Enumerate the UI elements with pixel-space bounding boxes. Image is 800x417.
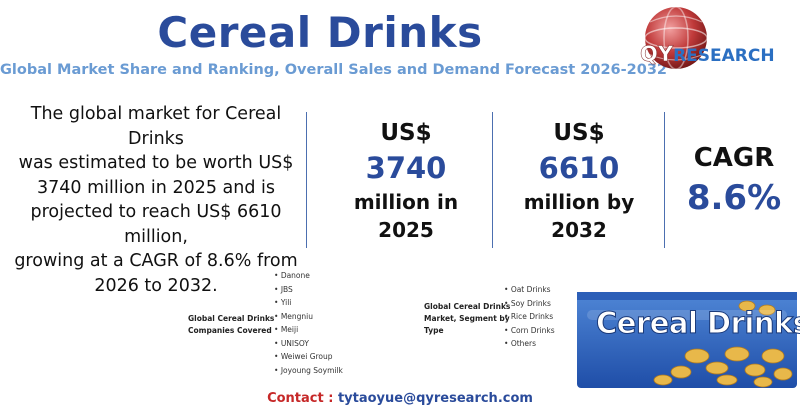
logo-text: QYRESEARCH bbox=[640, 42, 775, 67]
list-item: Meiji bbox=[274, 323, 343, 337]
summary-line: 2026 to 2032. bbox=[94, 275, 218, 296]
segments-label-line: Global Cereal Drinks bbox=[424, 302, 511, 311]
stat-2032: US$ 6610 million by 2032 bbox=[504, 118, 654, 244]
stat-2032-value: 6610 bbox=[538, 151, 620, 185]
list-item: Mengniu bbox=[274, 310, 343, 324]
list-item: Others bbox=[504, 337, 555, 351]
contact-email[interactable]: tytaoyue@qyresearch.com bbox=[337, 391, 533, 406]
stat-cagr-value: 8.6% bbox=[686, 178, 782, 218]
list-item: Danone bbox=[274, 269, 343, 283]
divider-2 bbox=[492, 112, 493, 248]
summary-line: projected to reach US$ 6610 million, bbox=[30, 202, 282, 247]
stat-2025: US$ 3740 million in 2025 bbox=[336, 118, 476, 244]
list-item: Rice Drinks bbox=[504, 310, 555, 324]
summary-line: growing at a CAGR of 8.6% from bbox=[14, 251, 298, 271]
stat-2025-tail2: 2025 bbox=[378, 218, 434, 242]
logo-qy: QY bbox=[640, 42, 674, 67]
contact-label: Contact : bbox=[267, 391, 334, 406]
segments-label-line: Type bbox=[424, 326, 444, 335]
companies-list: Danone JBS Yili Mengniu Meiji UNISOY Wei… bbox=[274, 269, 343, 377]
companies-label-line: Global Cereal Drinks bbox=[188, 314, 275, 323]
stat-2025-value: 3740 bbox=[365, 151, 447, 185]
stat-2032-tail1: million by bbox=[523, 190, 635, 214]
stat-cagr: CAGR 8.6% bbox=[672, 140, 796, 220]
list-item: Corn Drinks bbox=[504, 324, 555, 338]
list-item: Soy Drinks bbox=[504, 297, 555, 311]
list-item: Oat Drinks bbox=[504, 283, 555, 297]
divider-1 bbox=[306, 112, 307, 248]
segments-label: Global Cereal Drinks Market, Segment by … bbox=[424, 301, 510, 337]
segments-list: Oat Drinks Soy Drinks Rice Drinks Corn D… bbox=[504, 283, 555, 351]
companies-label-line: Companies Covered bbox=[188, 326, 272, 335]
qyresearch-logo: QYRESEARCH bbox=[636, 2, 800, 80]
divider-3 bbox=[664, 112, 665, 248]
companies-label: Global Cereal Drinks Companies Covered bbox=[188, 313, 274, 337]
list-item: Weiwei Group bbox=[274, 350, 343, 364]
list-item: JBS bbox=[274, 283, 343, 297]
list-item: UNISOY bbox=[274, 337, 343, 351]
list-item: Joyoung Soymilk bbox=[274, 364, 343, 378]
product-image bbox=[577, 286, 797, 392]
contact-line: Contact : tytaoyue@qyresearch.com bbox=[0, 391, 800, 406]
globe-icon bbox=[644, 6, 708, 70]
stat-2025-tail1: million in bbox=[353, 190, 459, 214]
summary-line: was estimated to be worth US$ bbox=[18, 153, 294, 173]
product-image-label: Cereal Drinks bbox=[596, 306, 800, 341]
stat-2032-currency: US$ bbox=[553, 120, 605, 146]
summary-line: The global market for Cereal Drinks bbox=[30, 104, 282, 149]
page-title: Cereal Drinks bbox=[157, 8, 483, 57]
cereal-box-icon bbox=[577, 292, 797, 388]
logo-research: RESEARCH bbox=[673, 46, 775, 66]
stat-2032-tail2: 2032 bbox=[551, 218, 607, 242]
summary-line: 3740 million in 2025 and is bbox=[36, 177, 276, 198]
page-subtitle: Global Market Share and Ranking, Overall… bbox=[0, 62, 667, 78]
stat-cagr-label: CAGR bbox=[693, 143, 775, 173]
list-item: Yili bbox=[274, 296, 343, 310]
segments-label-line: Market, Segment by bbox=[424, 314, 510, 323]
stat-2025-currency: US$ bbox=[380, 120, 432, 146]
market-summary: The global market for Cereal Drinks was … bbox=[8, 102, 304, 298]
